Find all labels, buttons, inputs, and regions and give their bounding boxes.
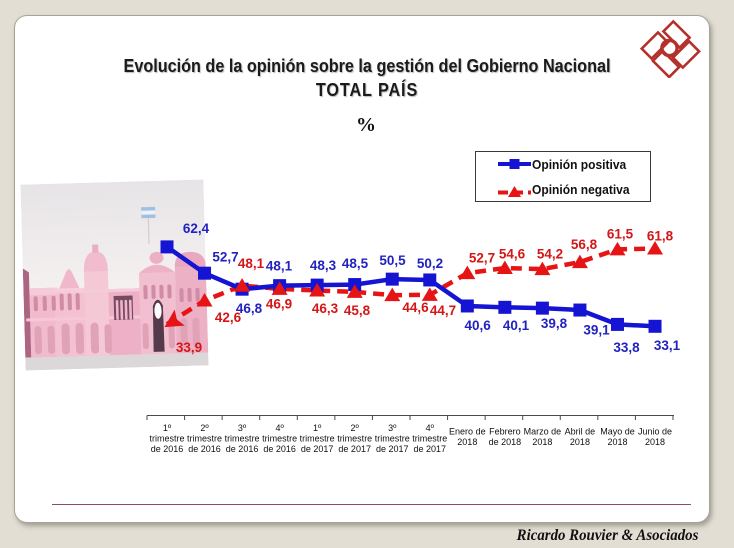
svg-text:1º: 1º <box>163 423 172 433</box>
svg-text:4º: 4º <box>275 423 284 433</box>
svg-text:de 2016: de 2016 <box>226 444 259 454</box>
svg-text:de 2017: de 2017 <box>376 444 409 454</box>
svg-text:de 2016: de 2016 <box>151 444 184 454</box>
svg-text:44,6: 44,6 <box>402 300 429 315</box>
svg-text:3º: 3º <box>238 423 247 433</box>
svg-text:61,5: 61,5 <box>607 227 634 242</box>
svg-text:42,6: 42,6 <box>215 310 242 325</box>
svg-text:de 2018: de 2018 <box>489 437 522 447</box>
svg-text:de 2017: de 2017 <box>338 444 371 454</box>
svg-text:2018: 2018 <box>607 437 627 447</box>
svg-text:trimestre: trimestre <box>262 434 297 444</box>
svg-text:46,3: 46,3 <box>312 301 339 316</box>
svg-text:39,8: 39,8 <box>541 316 568 331</box>
svg-text:trimestre: trimestre <box>149 434 184 444</box>
svg-text:de 2016: de 2016 <box>188 444 221 454</box>
svg-text:2018: 2018 <box>570 437 590 447</box>
svg-text:trimestre: trimestre <box>300 434 335 444</box>
svg-text:2º: 2º <box>200 423 209 433</box>
svg-text:52,7: 52,7 <box>212 250 238 265</box>
svg-text:2018: 2018 <box>532 437 552 447</box>
svg-text:de 2017: de 2017 <box>414 444 447 454</box>
svg-text:2018: 2018 <box>457 437 477 447</box>
svg-text:52,7: 52,7 <box>469 251 495 266</box>
svg-text:trimestre: trimestre <box>225 434 260 444</box>
svg-text:4º: 4º <box>426 423 435 433</box>
svg-text:Junio de: Junio de <box>638 427 672 437</box>
svg-text:Marzo de: Marzo de <box>524 427 562 437</box>
svg-text:50,5: 50,5 <box>379 253 406 268</box>
svg-text:46,9: 46,9 <box>266 297 292 312</box>
svg-text:trimestre: trimestre <box>375 434 410 444</box>
svg-text:54,2: 54,2 <box>537 247 563 262</box>
svg-text:33,1: 33,1 <box>654 338 681 353</box>
svg-text:54,6: 54,6 <box>499 247 526 262</box>
svg-text:48,3: 48,3 <box>310 258 337 273</box>
svg-text:Abril de: Abril de <box>565 427 596 437</box>
svg-text:33,9: 33,9 <box>176 340 202 355</box>
svg-text:2º: 2º <box>351 423 360 433</box>
svg-text:48,1: 48,1 <box>238 256 265 271</box>
svg-text:1º: 1º <box>313 423 322 433</box>
svg-text:62,4: 62,4 <box>183 221 210 236</box>
svg-text:Enero de: Enero de <box>449 427 486 437</box>
svg-text:45,8: 45,8 <box>344 303 371 318</box>
svg-text:40,6: 40,6 <box>464 318 491 333</box>
svg-text:3º: 3º <box>388 423 397 433</box>
svg-text:trimestre: trimestre <box>187 434 222 444</box>
svg-text:50,2: 50,2 <box>417 256 443 271</box>
svg-text:56,8: 56,8 <box>571 237 598 252</box>
svg-text:39,1: 39,1 <box>583 323 610 338</box>
svg-text:48,1: 48,1 <box>266 258 293 273</box>
svg-text:33,8: 33,8 <box>613 340 640 355</box>
svg-text:de 2016: de 2016 <box>263 444 296 454</box>
svg-text:Febrero: Febrero <box>489 427 521 437</box>
svg-text:trimestre: trimestre <box>412 434 447 444</box>
svg-text:44,7: 44,7 <box>430 303 456 318</box>
svg-text:61,8: 61,8 <box>647 229 674 244</box>
svg-text:Mayo de: Mayo de <box>600 427 635 437</box>
svg-text:48,5: 48,5 <box>342 256 369 271</box>
svg-text:trimestre: trimestre <box>337 434 372 444</box>
svg-text:2018: 2018 <box>645 437 665 447</box>
svg-text:40,1: 40,1 <box>503 318 530 333</box>
svg-text:de 2017: de 2017 <box>301 444 334 454</box>
svg-text:46,8: 46,8 <box>236 301 263 316</box>
